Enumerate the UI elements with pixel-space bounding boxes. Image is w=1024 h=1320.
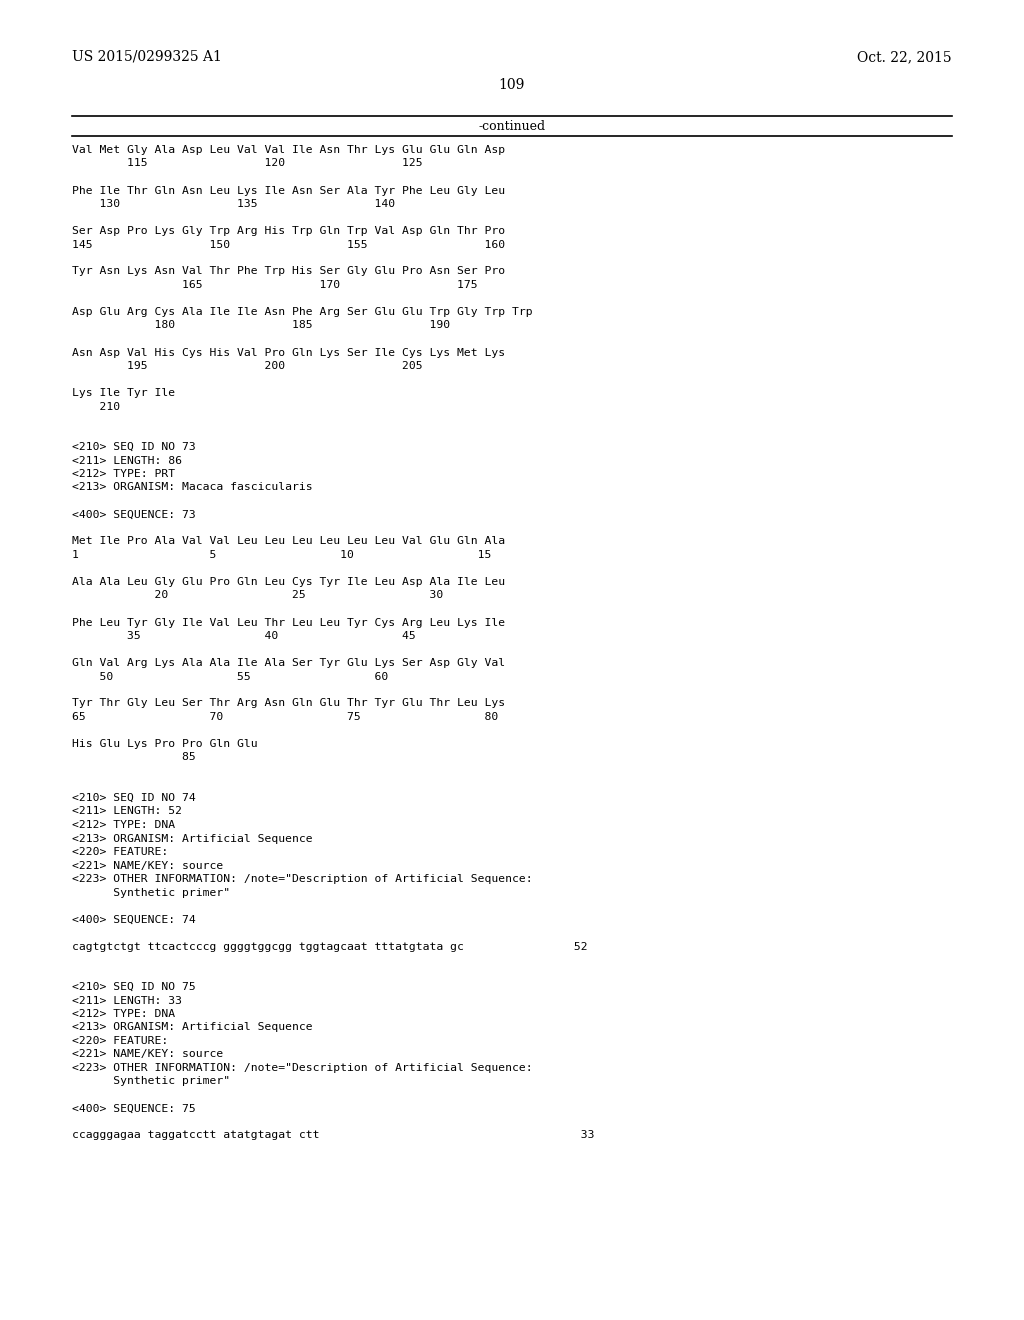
Text: <220> FEATURE:: <220> FEATURE: xyxy=(72,847,168,857)
Text: Tyr Thr Gly Leu Ser Thr Arg Asn Gln Glu Thr Tyr Glu Thr Leu Lys: Tyr Thr Gly Leu Ser Thr Arg Asn Gln Glu … xyxy=(72,698,505,709)
Text: <220> FEATURE:: <220> FEATURE: xyxy=(72,1036,168,1045)
Text: <213> ORGANISM: Macaca fascicularis: <213> ORGANISM: Macaca fascicularis xyxy=(72,483,312,492)
Text: Asp Glu Arg Cys Ala Ile Ile Asn Phe Arg Ser Glu Glu Trp Gly Trp Trp: Asp Glu Arg Cys Ala Ile Ile Asn Phe Arg … xyxy=(72,308,532,317)
Text: Phe Ile Thr Gln Asn Leu Lys Ile Asn Ser Ala Tyr Phe Leu Gly Leu: Phe Ile Thr Gln Asn Leu Lys Ile Asn Ser … xyxy=(72,186,505,195)
Text: <213> ORGANISM: Artificial Sequence: <213> ORGANISM: Artificial Sequence xyxy=(72,833,312,843)
Text: Synthetic primer": Synthetic primer" xyxy=(72,887,230,898)
Text: <213> ORGANISM: Artificial Sequence: <213> ORGANISM: Artificial Sequence xyxy=(72,1023,312,1032)
Text: 50                  55                  60: 50 55 60 xyxy=(72,672,388,681)
Text: Met Ile Pro Ala Val Val Leu Leu Leu Leu Leu Leu Val Glu Gln Ala: Met Ile Pro Ala Val Val Leu Leu Leu Leu … xyxy=(72,536,505,546)
Text: Synthetic primer": Synthetic primer" xyxy=(72,1077,230,1086)
Text: 195                 200                 205: 195 200 205 xyxy=(72,360,423,371)
Text: cagtgtctgt ttcactcccg ggggtggcgg tggtagcaat tttatgtata gc                52: cagtgtctgt ttcactcccg ggggtggcgg tggtagc… xyxy=(72,941,588,952)
Text: 180                 185                 190: 180 185 190 xyxy=(72,321,451,330)
Text: <223> OTHER INFORMATION: /note="Description of Artificial Sequence:: <223> OTHER INFORMATION: /note="Descript… xyxy=(72,1063,532,1073)
Text: 65                  70                  75                  80: 65 70 75 80 xyxy=(72,711,499,722)
Text: <212> TYPE: DNA: <212> TYPE: DNA xyxy=(72,820,175,830)
Text: 115                 120                 125: 115 120 125 xyxy=(72,158,423,169)
Text: Gln Val Arg Lys Ala Ala Ile Ala Ser Tyr Glu Lys Ser Asp Gly Val: Gln Val Arg Lys Ala Ala Ile Ala Ser Tyr … xyxy=(72,657,505,668)
Text: -continued: -continued xyxy=(478,120,546,133)
Text: <223> OTHER INFORMATION: /note="Description of Artificial Sequence:: <223> OTHER INFORMATION: /note="Descript… xyxy=(72,874,532,884)
Text: <400> SEQUENCE: 73: <400> SEQUENCE: 73 xyxy=(72,510,196,520)
Text: <210> SEQ ID NO 73: <210> SEQ ID NO 73 xyxy=(72,442,196,451)
Text: <221> NAME/KEY: source: <221> NAME/KEY: source xyxy=(72,861,223,870)
Text: 85: 85 xyxy=(72,752,196,763)
Text: 130                 135                 140: 130 135 140 xyxy=(72,199,395,209)
Text: <211> LENGTH: 86: <211> LENGTH: 86 xyxy=(72,455,182,466)
Text: <212> TYPE: PRT: <212> TYPE: PRT xyxy=(72,469,175,479)
Text: <400> SEQUENCE: 75: <400> SEQUENCE: 75 xyxy=(72,1104,196,1114)
Text: Tyr Asn Lys Asn Val Thr Phe Trp His Ser Gly Glu Pro Asn Ser Pro: Tyr Asn Lys Asn Val Thr Phe Trp His Ser … xyxy=(72,267,505,276)
Text: His Glu Lys Pro Pro Gln Glu: His Glu Lys Pro Pro Gln Glu xyxy=(72,739,258,748)
Text: <210> SEQ ID NO 74: <210> SEQ ID NO 74 xyxy=(72,793,196,803)
Text: 210: 210 xyxy=(72,401,120,412)
Text: 20                  25                  30: 20 25 30 xyxy=(72,590,443,601)
Text: ccagggagaa taggatcctt atatgtagat ctt                                      33: ccagggagaa taggatcctt atatgtagat ctt 33 xyxy=(72,1130,595,1140)
Text: <210> SEQ ID NO 75: <210> SEQ ID NO 75 xyxy=(72,982,196,993)
Text: Lys Ile Tyr Ile: Lys Ile Tyr Ile xyxy=(72,388,175,399)
Text: 1                   5                  10                  15: 1 5 10 15 xyxy=(72,550,492,560)
Text: Asn Asp Val His Cys His Val Pro Gln Lys Ser Ile Cys Lys Met Lys: Asn Asp Val His Cys His Val Pro Gln Lys … xyxy=(72,347,505,358)
Text: Ala Ala Leu Gly Glu Pro Gln Leu Cys Tyr Ile Leu Asp Ala Ile Leu: Ala Ala Leu Gly Glu Pro Gln Leu Cys Tyr … xyxy=(72,577,505,587)
Text: <400> SEQUENCE: 74: <400> SEQUENCE: 74 xyxy=(72,915,196,924)
Text: Ser Asp Pro Lys Gly Trp Arg His Trp Gln Trp Val Asp Gln Thr Pro: Ser Asp Pro Lys Gly Trp Arg His Trp Gln … xyxy=(72,226,505,236)
Text: Phe Leu Tyr Gly Ile Val Leu Thr Leu Leu Tyr Cys Arg Leu Lys Ile: Phe Leu Tyr Gly Ile Val Leu Thr Leu Leu … xyxy=(72,618,505,627)
Text: 145                 150                 155                 160: 145 150 155 160 xyxy=(72,239,505,249)
Text: 35                  40                  45: 35 40 45 xyxy=(72,631,416,642)
Text: 165                 170                 175: 165 170 175 xyxy=(72,280,477,290)
Text: <221> NAME/KEY: source: <221> NAME/KEY: source xyxy=(72,1049,223,1060)
Text: 109: 109 xyxy=(499,78,525,92)
Text: <211> LENGTH: 52: <211> LENGTH: 52 xyxy=(72,807,182,817)
Text: Val Met Gly Ala Asp Leu Val Val Ile Asn Thr Lys Glu Glu Gln Asp: Val Met Gly Ala Asp Leu Val Val Ile Asn … xyxy=(72,145,505,154)
Text: US 2015/0299325 A1: US 2015/0299325 A1 xyxy=(72,50,222,63)
Text: <211> LENGTH: 33: <211> LENGTH: 33 xyxy=(72,995,182,1006)
Text: <212> TYPE: DNA: <212> TYPE: DNA xyxy=(72,1008,175,1019)
Text: Oct. 22, 2015: Oct. 22, 2015 xyxy=(857,50,952,63)
